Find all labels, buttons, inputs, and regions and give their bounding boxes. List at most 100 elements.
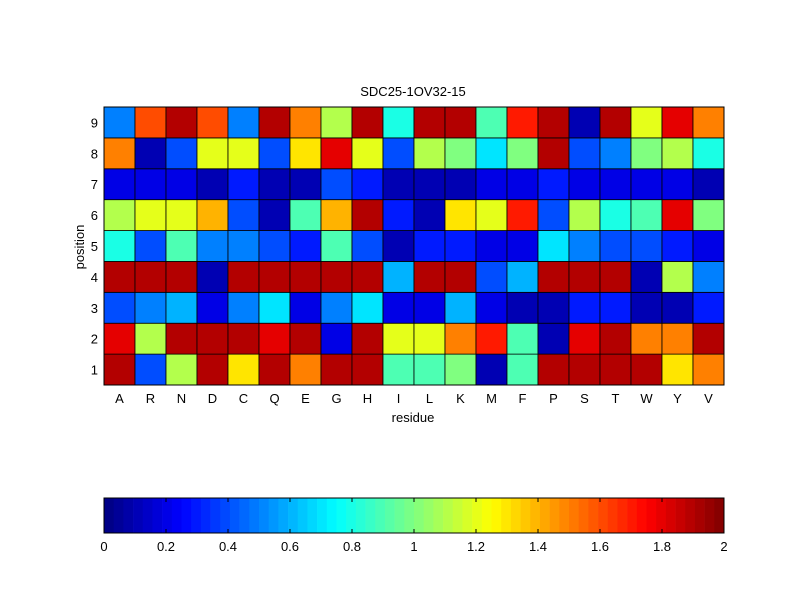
heatmap-cell-Y-7: [661, 168, 694, 201]
colorbar-step: [714, 498, 725, 533]
heatmap-cell-L-7: [413, 168, 446, 201]
colorbar-step: [617, 498, 628, 533]
heatmap-cell-D-5: [196, 230, 229, 262]
heatmap-cell-C-8: [227, 137, 260, 170]
heatmap-cell-P-1: [537, 353, 570, 386]
x-tick-label: F: [519, 391, 527, 406]
colorbar-step: [491, 498, 502, 533]
heatmap-cell-K-7: [444, 168, 477, 201]
heatmap-cell-K-6: [444, 199, 477, 231]
heatmap-cell-R-2: [134, 322, 167, 355]
heatmap-cell-W-5: [630, 230, 663, 262]
heatmap-cell-R-7: [134, 168, 167, 201]
heatmap-cell-S-4: [568, 261, 601, 293]
heatmap-cell-Q-1: [258, 353, 291, 386]
heatmap-cell-W-7: [630, 168, 663, 201]
heatmap-cell-D-7: [196, 168, 229, 201]
heatmap-cell-Q-8: [258, 137, 291, 170]
colorbar-step: [423, 498, 434, 533]
heatmap-cell-R-1: [134, 353, 167, 386]
colorbar-step: [346, 498, 357, 533]
heatmap-cell-L-5: [413, 230, 446, 262]
colorbar-step: [278, 498, 289, 533]
heatmap-cell-F-4: [506, 261, 539, 293]
heatmap-cell-Y-8: [661, 137, 694, 170]
colorbar-step: [569, 498, 579, 533]
heatmap-cell-A-8: [103, 137, 136, 170]
colorbar-step: [501, 498, 512, 533]
heatmap-cell-S-1: [568, 353, 601, 386]
x-tick-label: S: [580, 391, 589, 406]
heatmap-cell-T-4: [599, 261, 632, 293]
colorbar-step: [152, 498, 163, 533]
heatmap-cell-Q-6: [258, 199, 291, 231]
heatmap-cell-E-4: [289, 261, 322, 293]
heatmap-cell-R-8: [134, 137, 167, 170]
y-axis-label: position: [72, 225, 87, 270]
y-tick-label: 6: [91, 208, 98, 223]
heatmap-cell-G-7: [320, 168, 353, 201]
heatmap-cell-V-8: [692, 137, 725, 170]
y-tick-label: 1: [91, 363, 98, 378]
heatmap-cell-C-7: [227, 168, 260, 201]
heatmap-cell-R-9: [134, 106, 167, 139]
heatmap-cell-Y-6: [661, 199, 694, 231]
heatmap-cell-M-2: [475, 322, 508, 355]
heatmap-cell-G-8: [320, 137, 353, 170]
heatmap-cell-P-7: [537, 168, 570, 201]
x-tick-label: E: [301, 391, 310, 406]
heatmap-cell-R-4: [134, 261, 167, 293]
heatmap-cell-L-8: [413, 137, 446, 170]
x-tick-label: V: [704, 391, 713, 406]
colorbar-step: [239, 498, 250, 533]
x-tick-label: D: [208, 391, 217, 406]
colorbar-step: [627, 498, 638, 533]
colorbar-step: [249, 498, 260, 533]
heatmap-cell-Y-4: [661, 261, 694, 293]
x-tick-label: L: [426, 391, 433, 406]
heatmap-cell-T-9: [599, 106, 632, 139]
heatmap-cell-G-4: [320, 261, 353, 293]
x-tick-label: G: [331, 391, 341, 406]
heatmap-cell-F-9: [506, 106, 539, 139]
colorbar-step: [404, 498, 415, 533]
colorbar-step: [578, 498, 589, 533]
heatmap-cell-V-3: [692, 291, 725, 324]
colorbar-step: [443, 498, 454, 533]
heatmap-cell-H-6: [351, 199, 384, 231]
heatmap-cell-F-3: [506, 291, 539, 324]
heatmap-cell-G-1: [320, 353, 353, 386]
heatmap-cell-S-9: [568, 106, 601, 139]
heatmap-cell-D-3: [196, 291, 229, 324]
heatmap-cell-D-1: [196, 353, 229, 386]
heatmap-cell-N-9: [165, 106, 198, 139]
heatmap-cell-M-4: [475, 261, 508, 293]
heatmap-cell-A-9: [103, 106, 136, 139]
heatmap-cell-H-1: [351, 353, 384, 386]
colorbar-tick-label: 0.8: [343, 539, 361, 554]
heatmap-cell-I-1: [382, 353, 415, 386]
heatmap-cell-C-4: [227, 261, 260, 293]
heatmap-cell-T-6: [599, 199, 632, 231]
colorbar-step: [317, 498, 328, 533]
heatmap-cell-V-5: [692, 230, 725, 262]
colorbar-step: [694, 498, 705, 533]
heatmap-cell-D-4: [196, 261, 229, 293]
colorbar-step: [220, 498, 231, 533]
colorbar-step: [268, 498, 279, 533]
colorbar-step: [375, 498, 386, 533]
heatmap-cell-Q-2: [258, 322, 291, 355]
heatmap-cell-M-1: [475, 353, 508, 386]
colorbar-tick-label: 0.6: [281, 539, 299, 554]
heatmap-cell-P-8: [537, 137, 570, 170]
colorbar-step: [646, 498, 657, 533]
heatmap-cell-K-8: [444, 137, 477, 170]
heatmap-cell-L-4: [413, 261, 446, 293]
colorbar-tick-label: 0.4: [219, 539, 237, 554]
heatmap-cell-L-1: [413, 353, 446, 386]
colorbar-step: [288, 498, 299, 533]
colorbar: [104, 498, 725, 533]
heatmap-cell-M-9: [475, 106, 508, 139]
